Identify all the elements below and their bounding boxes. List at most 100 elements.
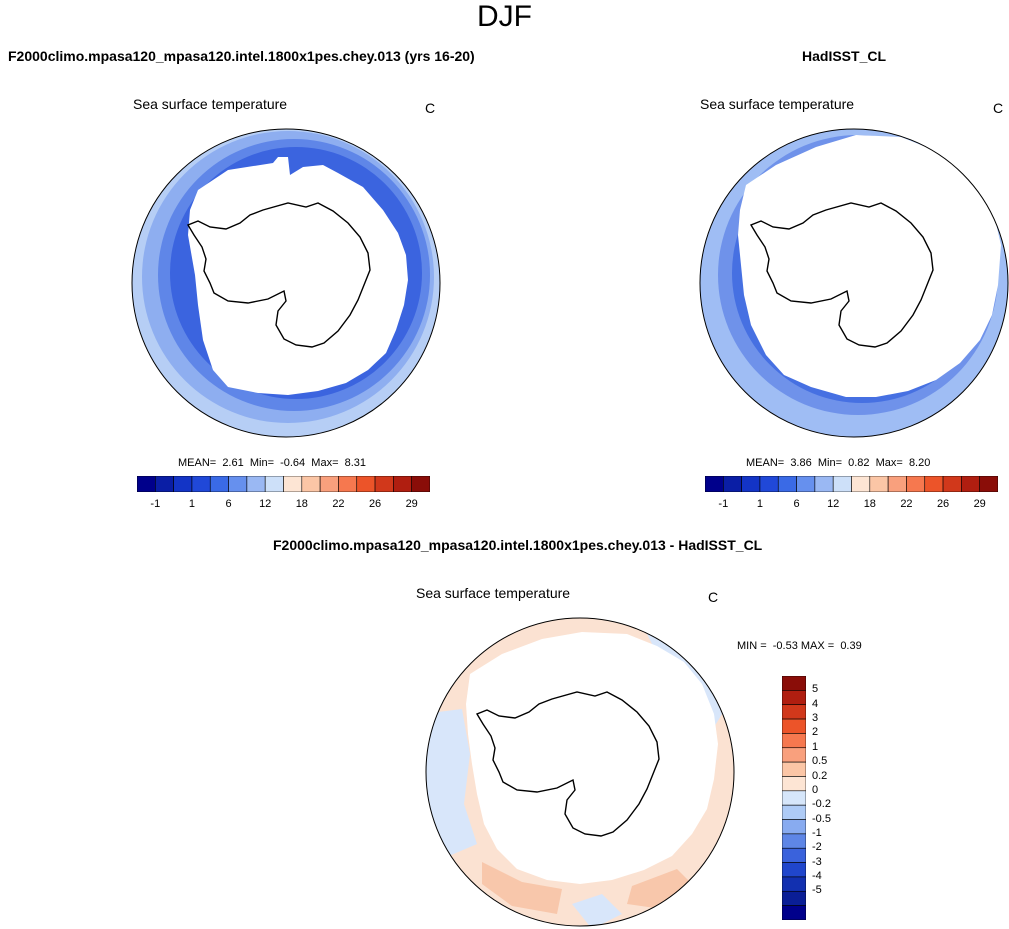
colorbar-tick-label: 3 (812, 712, 819, 725)
antarctica-outline (749, 202, 934, 348)
colorbar-swatch (723, 475, 742, 493)
panel-2-colorbar-svg (704, 475, 999, 493)
colorbar-swatch (781, 876, 807, 892)
panel-3-variable: Sea surface temperature (416, 585, 571, 601)
colorbar-tick-label: 4 (812, 697, 819, 710)
colorbar-swatch (781, 733, 807, 749)
colorbar-swatch (283, 475, 303, 493)
colorbar-swatch (781, 718, 807, 734)
colorbar-tick-label: -0.2 (812, 798, 831, 811)
colorbar-swatch (411, 475, 431, 493)
colorbar-swatch (781, 819, 807, 835)
panel-1-units: C (425, 100, 436, 116)
colorbar-swatch (796, 475, 816, 493)
colorbar-swatch (246, 475, 266, 493)
colorbar-tick-label: 26 (936, 498, 950, 510)
colorbar-tick-label: 29 (973, 498, 986, 510)
colorbar-tick-label: -1 (718, 498, 729, 510)
colorbar-swatch (781, 761, 807, 777)
panel-1-title: F2000climo.mpasa120_mpasa120.intel.1800x… (8, 48, 475, 64)
colorbar-swatch (781, 862, 807, 878)
colorbar-tick-label: -5 (812, 884, 822, 897)
colorbar-tick-label: -3 (812, 855, 822, 868)
colorbar-swatch (191, 475, 211, 493)
panel-1-colorbar-svg (136, 475, 431, 493)
colorbar-swatch (906, 475, 926, 493)
colorbar-tick-label: 1 (188, 498, 195, 510)
colorbar-swatch (136, 475, 156, 493)
map-boundary (699, 128, 1009, 438)
colorbar-swatch (887, 475, 907, 493)
colorbar-tick-label: 22 (900, 498, 913, 510)
colorbar-swatch (781, 675, 807, 691)
panel-3-stats: MIN = -0.53 MAX = 0.39 (737, 640, 862, 652)
colorbar-swatch (338, 475, 358, 493)
colorbar-tick-label: 0 (812, 783, 819, 796)
colorbar-tick-label: 6 (225, 498, 232, 510)
colorbar-swatch (781, 704, 807, 720)
panel-2-map (699, 128, 1009, 438)
colorbar-swatch (759, 475, 779, 493)
colorbar-tick-label: -4 (812, 869, 822, 882)
colorbar-tick-label: 22 (332, 498, 345, 510)
colorbar-tick-label: 1 (756, 498, 763, 510)
colorbar-swatch (155, 475, 174, 493)
colorbar-swatch (781, 690, 807, 706)
colorbar-tick-label: 12 (827, 498, 840, 510)
colorbar-swatch (228, 475, 248, 493)
colorbar-tick-label: 0.5 (812, 755, 828, 768)
colorbar-swatch (209, 475, 229, 493)
colorbar-swatch (704, 475, 724, 493)
colorbar-swatch (781, 847, 807, 863)
panel-1-colorbar (136, 475, 431, 493)
antarctica-outline (475, 691, 660, 837)
colorbar-swatch (301, 475, 321, 493)
panel-2-stats: MEAN= 3.86 Min= 0.82 Max= 8.20 (746, 457, 931, 469)
colorbar-swatch (319, 475, 339, 493)
colorbar-tick-label: -1 (150, 498, 161, 510)
panel-2-units: C (993, 100, 1004, 116)
map-boundary (425, 617, 735, 927)
colorbar-swatch (961, 475, 980, 493)
panel-3-map (425, 617, 735, 927)
colorbar-swatch (781, 790, 807, 806)
panel-2-colorbar (704, 475, 999, 493)
panel-3-colorbar-ticks: 5 4 3 2 1 0.5 0.2 0 -0.2 -0.5 -1 -2 -3 -4 -5 (812, 676, 852, 920)
panel-3-title: F2000climo.mpasa120_mpasa120.intel.1800x… (273, 537, 763, 553)
colorbar-swatch (814, 475, 834, 493)
panel-1-map (131, 128, 441, 438)
colorbar-swatch (851, 475, 871, 493)
diff-warm-patch (627, 869, 692, 909)
colorbar-tick-label: 26 (368, 498, 382, 510)
colorbar-tick-label: -2 (812, 841, 822, 854)
colorbar-swatch (393, 475, 412, 493)
panel-1-variable: Sea surface temperature (133, 96, 288, 112)
colorbar-swatch (781, 776, 807, 792)
panel-1-stats: MEAN= 2.61 Min= -0.64 Max= 8.31 (178, 457, 367, 469)
colorbar-tick-label: 12 (259, 498, 272, 510)
colorbar-tick-label: -0.5 (812, 812, 831, 825)
colorbar-swatch (374, 475, 394, 493)
colorbar-tick-label: 1 (812, 740, 819, 753)
colorbar-swatch (781, 890, 807, 906)
colorbar-tick-label: -1 (812, 826, 822, 839)
colorbar-tick-label: 6 (793, 498, 800, 510)
colorbar-swatch (781, 747, 807, 763)
panel-3-units: C (708, 589, 719, 605)
colorbar-tick-label: 18 (295, 498, 308, 510)
colorbar-tick-label: 29 (405, 498, 418, 510)
panel-1-colorbar-ticks: -1 1 6 12 18 22 26 29 (137, 498, 430, 512)
colorbar-tick-label: 5 (812, 683, 819, 696)
colorbar-swatch (869, 475, 889, 493)
colorbar-swatch (832, 475, 852, 493)
panel-2-title: HadISST_CL (802, 48, 887, 64)
panel-2-variable: Sea surface temperature (700, 96, 855, 112)
colorbar-swatch (979, 475, 999, 493)
colorbar-swatch (173, 475, 193, 493)
colorbar-swatch (781, 804, 807, 820)
colorbar-swatch (781, 833, 807, 849)
colorbar-tick-label: 0.2 (812, 769, 828, 782)
panel-2-colorbar-ticks: -1 1 6 12 18 22 26 29 (705, 498, 998, 512)
colorbar-swatch (741, 475, 761, 493)
colorbar-swatch (777, 475, 797, 493)
